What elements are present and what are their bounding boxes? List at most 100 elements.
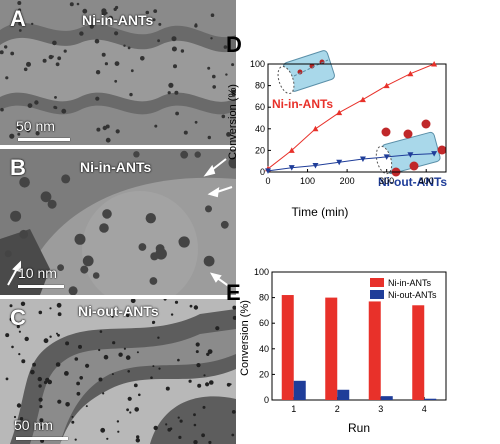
particle-dot (130, 69, 134, 73)
particle-dot (21, 359, 26, 364)
particle-dot (79, 376, 83, 380)
particle-dot (18, 29, 22, 32)
panel-title-a: Ni-in-ANTs (82, 12, 154, 28)
x-tick-label-d: 0 (265, 176, 270, 186)
y-tick-label-d: 100 (250, 59, 265, 69)
particle-dot (134, 407, 139, 412)
particle-dot (194, 151, 201, 158)
particle-dot (9, 133, 15, 139)
particle-dot (5, 76, 9, 80)
y-tick-label-d: 20 (255, 145, 265, 155)
particle-dot (57, 312, 62, 317)
particle-dot (37, 376, 42, 382)
particle-dot (17, 132, 21, 136)
particle-dot (114, 31, 119, 36)
particle-dot (133, 383, 138, 388)
particle-dot (202, 405, 206, 409)
particle-dot (158, 367, 161, 370)
particle-dot (39, 405, 43, 409)
particle-dot (174, 300, 179, 304)
particle-dot (188, 379, 192, 383)
series-line-in (267, 63, 435, 170)
particle-dot (171, 46, 177, 52)
tem-texture-c (0, 299, 236, 444)
particle-dot (42, 58, 47, 63)
particle-dot (94, 38, 100, 44)
particle-dot (231, 89, 236, 95)
particle-dot (223, 45, 228, 49)
data-point-in (383, 82, 390, 89)
particle-dot (17, 322, 20, 325)
particle-dot (207, 349, 213, 354)
particle-dot (229, 383, 232, 386)
particle-dot (138, 393, 141, 397)
data-point-in (431, 61, 438, 67)
panel-letter-c: C (10, 305, 26, 330)
y-tick-label-d: 80 (255, 81, 265, 91)
data-point-in (336, 109, 343, 116)
particle-dot (0, 107, 4, 112)
particle-dot (101, 8, 107, 14)
particle-dot (205, 382, 210, 387)
particle-dot (157, 336, 160, 339)
particle-dot (195, 342, 200, 347)
particle-dot (173, 64, 177, 69)
particle-dot (52, 40, 57, 46)
particle-dot (127, 396, 132, 401)
particle-dot (111, 373, 114, 376)
particle-dot (13, 415, 17, 419)
particle-dot (71, 420, 75, 424)
particle-dot (154, 124, 158, 128)
particle-dot (123, 44, 126, 47)
particle-dot (104, 62, 108, 66)
particle-dot (129, 92, 133, 97)
particle-dot (9, 317, 14, 322)
panel-title-c: Ni-out-ANTs (78, 303, 159, 319)
panel-title-b: Ni-in-ANTs (80, 159, 152, 175)
tube-icon-outside (375, 119, 447, 177)
particle-dot (18, 353, 21, 356)
particle-dot (35, 131, 40, 136)
particle-dot (215, 326, 220, 331)
data-point-out (359, 156, 366, 163)
panel-letter-b: B (10, 155, 26, 180)
particle-dot (5, 377, 9, 381)
particle-dot (68, 286, 78, 295)
particle-dot (63, 49, 67, 53)
particle-dot (201, 433, 206, 438)
particle-dot (9, 304, 13, 308)
particle-dot (135, 438, 140, 443)
particle-dot (118, 352, 123, 357)
particle-dot (152, 322, 155, 325)
particle-dot (5, 333, 10, 338)
particle-dot (57, 264, 64, 271)
particle-dot (170, 313, 174, 316)
y-tick-label-d: 40 (255, 124, 265, 134)
particle-dot (167, 427, 172, 432)
particle-dot (74, 438, 77, 441)
series-label-in: Ni-in-ANTs (272, 97, 333, 111)
particle-dot (18, 330, 21, 333)
particle-dot (80, 265, 89, 274)
particle-dot (95, 96, 100, 101)
particle-dot (102, 209, 112, 219)
particle-dot (10, 51, 15, 56)
particle-dot (210, 37, 213, 40)
particle-dot (145, 213, 156, 224)
particle-dot (221, 114, 226, 119)
particle-dot (57, 399, 62, 404)
particle-dot (197, 383, 202, 388)
particle-dot (130, 299, 136, 304)
particle-dot (152, 365, 155, 368)
particle-dot (168, 82, 174, 88)
particle-dot (231, 63, 235, 67)
particle-dot (23, 67, 28, 72)
particle-dot (203, 374, 206, 377)
y-axis-label-d: Conversion (%) (227, 84, 239, 160)
particle-dot (179, 419, 183, 423)
particle-dot (55, 362, 61, 367)
particle-dot (18, 8, 22, 12)
particle-dot (140, 56, 145, 61)
particle-dot (105, 137, 111, 143)
particle-dot (125, 355, 131, 360)
